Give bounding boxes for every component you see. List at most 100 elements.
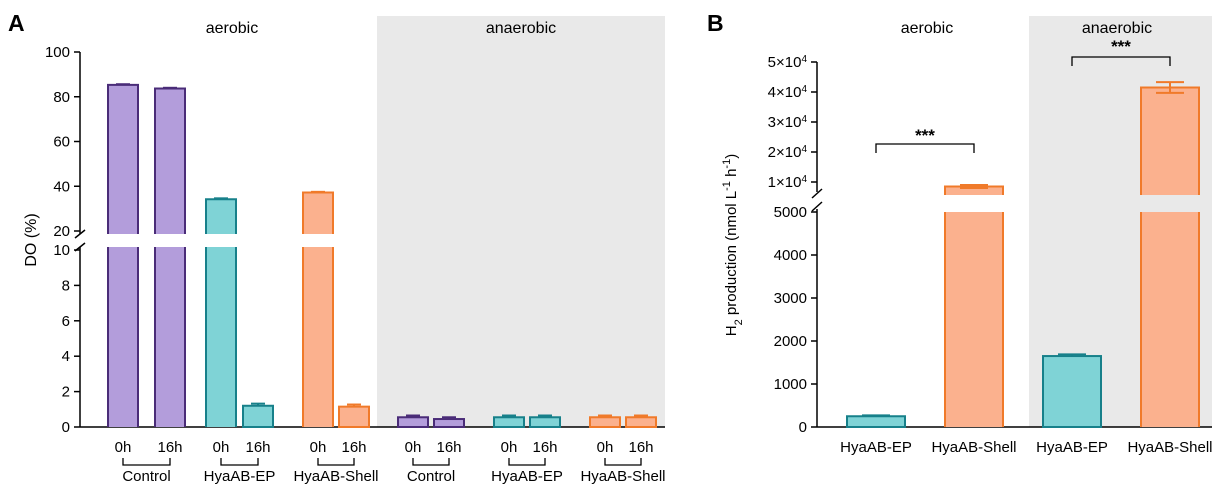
bar: [846, 415, 906, 428]
y-tick-label: 80: [53, 89, 70, 106]
panel-letter-a: A: [8, 10, 25, 36]
x-tick-label: 16h: [532, 439, 557, 456]
bar-lower-edges: [302, 247, 334, 427]
x-tick-label: 0h: [501, 439, 518, 456]
y-tick-exponent: 4: [801, 174, 807, 185]
group-label: HyaAB-EP: [491, 468, 563, 485]
bar: [529, 416, 561, 429]
bar-lower-segment: [155, 247, 185, 427]
y-label-h: H: [723, 325, 740, 336]
bar: [338, 405, 370, 428]
y-label-rest: production (nmol L: [723, 191, 740, 319]
y-label-h2: h: [723, 169, 740, 182]
y-tick-label: 1000: [774, 376, 807, 393]
y-tick-exponent: 4: [801, 54, 807, 65]
bar: [242, 404, 274, 429]
y-tick-label: 3×104: [768, 114, 808, 132]
condition-label-aerobic: aerobic: [901, 20, 953, 37]
bar-lower-edges: [205, 247, 237, 427]
y-tick-label: 8: [62, 277, 70, 294]
y-tick-label: 2000: [774, 333, 807, 350]
axis-break-mark: [74, 229, 86, 239]
bar-lower-edges: [154, 247, 186, 427]
y-tick-label: 5000: [774, 204, 807, 221]
bar-lower-segment: [1141, 212, 1199, 427]
axis-break-mark: [811, 188, 823, 199]
bar-lower-segment: [945, 212, 1003, 427]
y-tick-base: 3×10: [768, 114, 802, 131]
y-tick-label: 2: [62, 384, 70, 401]
bar: [493, 416, 525, 429]
bar: [625, 416, 657, 429]
x-tick-label: HyaAB-Shell: [1127, 439, 1212, 456]
y-tick-label: 3000: [774, 290, 807, 307]
y-tick-base: 5×10: [768, 54, 802, 71]
group-bracket: [604, 458, 642, 466]
group-bracket: [412, 458, 450, 466]
bar-upper-segment: [205, 198, 237, 234]
bar-upper-segment: [1140, 86, 1200, 195]
y-tick-label: 5×104: [768, 54, 808, 72]
x-tick-label: 16h: [245, 439, 270, 456]
bar-lower-edges: [107, 247, 139, 427]
condition-label-anaerobic: anaerobic: [486, 20, 556, 37]
x-tick-label: 0h: [310, 439, 327, 456]
y-tick-label: 0: [799, 419, 807, 436]
x-tick-labels: 0h 16h 0h 16h 0h 16h 0h 16h 0h 16h 0h 16h Control Hya…: [115, 439, 666, 485]
panel-a-chart: A aerobic anaerobic DO (%) 0 2 4 6 8 10 20 40 60…: [8, 10, 666, 485]
y-tick-exponent: 4: [801, 144, 807, 155]
y-tick-label: 40: [53, 178, 70, 195]
y-tick-label: 2×104: [768, 144, 808, 162]
y-axis-label: DO (%): [23, 213, 40, 266]
x-tick-labels: HyaAB-EP HyaAB-Shell HyaAB-EP HyaAB-Shell: [840, 439, 1212, 456]
significance-bracket: [875, 143, 975, 153]
group-label: Control: [122, 468, 170, 485]
group-bracket: [508, 458, 546, 466]
x-tick-label: 16h: [436, 439, 461, 456]
bar: [589, 416, 621, 429]
y-label-sup1: -1: [721, 181, 733, 191]
x-tick-label: 0h: [405, 439, 422, 456]
y-tick-label: 0: [62, 419, 70, 436]
bars: [846, 81, 1200, 428]
bar: [397, 416, 429, 429]
y-tick-label: 10: [53, 242, 70, 259]
y-tick-label: 4×104: [768, 84, 808, 102]
bar-lower-edges: [1140, 212, 1200, 427]
x-tick-label: HyaAB-EP: [1036, 439, 1108, 456]
bar-lower-edges: [944, 212, 1004, 427]
y-label-sub: 2: [733, 319, 745, 325]
significance-stars: ***: [915, 126, 935, 145]
bar-lower-segment: [206, 247, 236, 427]
anaerobic-background: [377, 16, 665, 427]
x-tick-label: 0h: [115, 439, 132, 456]
y-tick-base: 2×10: [768, 144, 802, 161]
bar-upper-segment: [154, 87, 186, 234]
y-tick-label: 100: [45, 44, 70, 61]
y-tick-label: 6: [62, 313, 70, 330]
y-tick-label: 60: [53, 134, 70, 151]
x-tick-label: HyaAB-EP: [840, 439, 912, 456]
x-tick-label: 0h: [213, 439, 230, 456]
group-bracket: [122, 458, 171, 466]
group-label: HyaAB-Shell: [580, 468, 665, 485]
bar-upper-segment: [107, 83, 139, 234]
y-label-end: ): [723, 154, 740, 159]
group-label: HyaAB-EP: [204, 468, 276, 485]
y-tick-label: 20: [53, 223, 70, 240]
y-tick-label: 4000: [774, 247, 807, 264]
y-tick-base: 1×10: [768, 174, 802, 191]
bar: [433, 418, 465, 429]
x-tick-label: 16h: [341, 439, 366, 456]
significance-bracket: [1071, 56, 1171, 66]
y-tick-exponent: 4: [801, 84, 807, 95]
condition-label-anaerobic: anaerobic: [1082, 20, 1152, 37]
axes: 0100020003000400050001×1042×1043×1044×10…: [768, 54, 1212, 436]
significance-stars: ***: [1111, 37, 1131, 56]
bar-lower-segment: [303, 247, 333, 427]
y-axis-label: H2 production (nmol L-1 h-1): [721, 154, 745, 336]
group-bracket: [220, 458, 259, 466]
y-label-sup2: -1: [721, 159, 733, 169]
x-tick-label: 16h: [628, 439, 653, 456]
